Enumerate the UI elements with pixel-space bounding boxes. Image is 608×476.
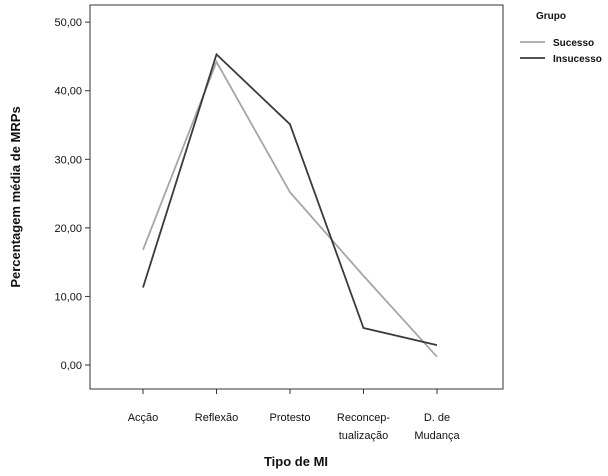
y-tick-label: 20,00 (54, 223, 82, 235)
legend: Grupo Sucesso Insucesso (520, 11, 602, 65)
legend-label: Sucesso (553, 38, 594, 49)
x-tick-label: Reconcep- (337, 412, 391, 424)
series-line-insucesso (142, 52, 438, 346)
x-axis: Acção Reflexão Protesto Reconcep-tualização… (128, 389, 461, 442)
x-tick-label: D. de (424, 412, 450, 424)
y-tick-label: 0,00 (61, 360, 82, 372)
y-tick-label: 30,00 (54, 154, 82, 166)
y-tick-label: 40,00 (54, 86, 82, 98)
x-axis-title: Tipo de MI (264, 454, 328, 469)
x-tick-label: Reflexão (195, 412, 238, 424)
y-tick-label: 10,00 (54, 291, 82, 303)
x-tick-label: tualização (339, 430, 389, 442)
series-lines (142, 52, 438, 358)
y-axis: 0,00 10,00 20,00 30,00 40,00 50,00 (54, 17, 90, 372)
series-line-sucesso (142, 59, 438, 358)
x-tick-label: Mudança (414, 430, 460, 442)
legend-title: Grupo (536, 11, 566, 22)
x-tick-label: Protesto (270, 412, 311, 424)
y-tick-label: 50,00 (54, 17, 82, 29)
y-axis-title: Percentagem média de MRPs (8, 106, 23, 287)
legend-label: Insucesso (553, 54, 602, 65)
x-tick-label: Acção (128, 412, 159, 424)
plot-frame (89, 4, 504, 390)
